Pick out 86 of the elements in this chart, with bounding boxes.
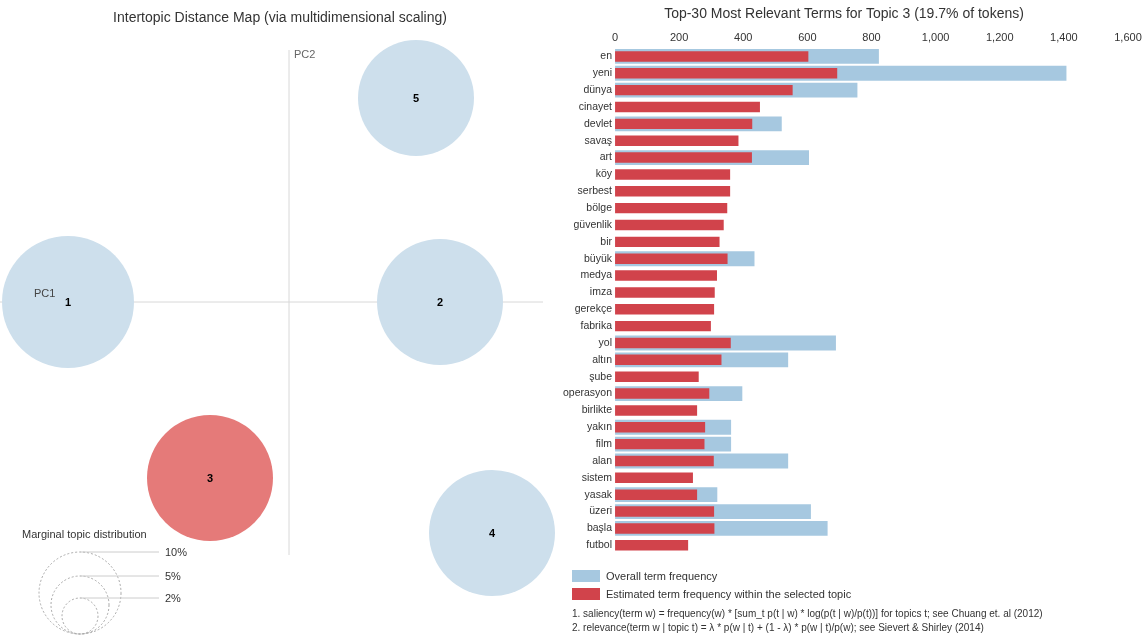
y-tick-label: medya: [580, 268, 613, 281]
bar: [615, 472, 693, 484]
y-tick-label: savaş: [584, 133, 613, 146]
y-tick-label: gerekçe: [574, 302, 613, 315]
x-tick-label: 200: [669, 31, 689, 44]
x-tick-label: 600: [798, 31, 817, 44]
y-tick-label: futbol: [586, 538, 613, 551]
y-tick-label: operasyon: [562, 386, 613, 399]
y-tick-label: alan: [592, 453, 613, 466]
y-tick-label: başla: [586, 521, 613, 534]
y-tick-label: devlet: [584, 116, 613, 129]
text: PC1: [34, 287, 56, 299]
bar: [615, 101, 760, 113]
y-tick-label: yol: [598, 335, 613, 348]
bar: [615, 354, 722, 366]
legend-label: Estimated term frequency within the selected topic: [606, 588, 852, 600]
x-tick-label: 1,000: [921, 31, 950, 44]
bar: [615, 169, 731, 180]
y-tick-label: birlikte: [581, 403, 613, 416]
x-tick-label: 1,400: [1050, 31, 1078, 44]
text: 4: [488, 527, 496, 539]
text: 2. relevance(term w | topic t) = λ * p(w | t) + (1 - λ) * p(w | t)/p(w); see Sievert & Shirley (2014): [572, 621, 985, 635]
text: 1: [64, 296, 72, 308]
bar: [615, 118, 753, 130]
y-tick-label: bir: [600, 234, 613, 247]
y-tick-label: şube: [589, 369, 613, 382]
bar: [615, 152, 752, 163]
text: 3: [206, 472, 214, 484]
bar: [615, 219, 724, 231]
bar: [615, 388, 710, 399]
text: PC2: [294, 48, 316, 60]
x-tick-label: 1,600: [1114, 31, 1142, 44]
y-tick-label: altın: [592, 352, 613, 365]
y-tick-label: köy: [595, 167, 613, 180]
bar: [615, 253, 728, 264]
y-tick-label: art: [599, 150, 613, 163]
y-tick-label: fabrika: [580, 319, 613, 332]
legend-title: Marginal topic distribution: [22, 528, 147, 540]
y-tick-label: serbest: [577, 184, 613, 197]
y-tick-label: film: [595, 437, 613, 450]
bar: [615, 438, 705, 450]
legend-label: Overall term frequency: [606, 570, 718, 582]
y-tick-label: yakın: [586, 420, 613, 433]
bar: [615, 287, 715, 298]
y-tick-label: en: [600, 49, 613, 62]
y-tick-label: sistem: [581, 470, 613, 483]
bar: [615, 68, 838, 79]
y-tick-label: cinayet: [578, 99, 613, 112]
bar: [615, 422, 706, 433]
bar: [615, 405, 698, 416]
bar: [615, 506, 715, 517]
bar: [615, 186, 731, 197]
x-tick-label: 800: [862, 31, 881, 44]
text: 2: [436, 296, 444, 308]
text: Intertopic Distance Map (via multidimensional scaling): [113, 9, 447, 25]
bar: [615, 135, 739, 146]
text: 10%: [165, 546, 188, 558]
x-tick-label: 0: [611, 31, 619, 44]
bar: [615, 320, 711, 332]
y-tick-label: büyük: [584, 251, 613, 264]
bar: [615, 202, 728, 214]
y-tick-label: güvenlik: [573, 217, 613, 230]
y-tick-label: yeni: [592, 66, 613, 79]
text: 2%: [165, 592, 182, 604]
y-tick-label: yasak: [584, 487, 613, 500]
bar: [615, 51, 809, 62]
bar: [615, 236, 720, 248]
y-tick-label: dünya: [583, 83, 613, 96]
text: 5%: [165, 570, 182, 582]
x-tick-label: 1,200: [985, 31, 1014, 44]
bar: [615, 270, 717, 281]
text: 1. saliency(term w) = frequency(w) * [sum_t p(t | w) * log(p(t | w)/p(t))] for topics t; see Chuang et. al (2012): [572, 607, 1044, 621]
bar: [615, 84, 793, 96]
bar: [615, 455, 714, 467]
chart-title: Top-30 Most Relevant Terms for Topic 3 (19.7% of tokens): [664, 5, 1024, 22]
y-tick-label: imza: [589, 285, 613, 298]
bar: [615, 337, 731, 349]
y-tick-label: üzeri: [589, 504, 613, 517]
bar: [615, 371, 699, 382]
bar: [615, 489, 698, 500]
bar: [615, 523, 715, 534]
y-tick-label: bölge: [586, 201, 613, 214]
x-tick-label: 400: [734, 31, 753, 44]
bar: [615, 540, 689, 551]
bar: [615, 304, 715, 315]
text: 5: [412, 92, 420, 104]
